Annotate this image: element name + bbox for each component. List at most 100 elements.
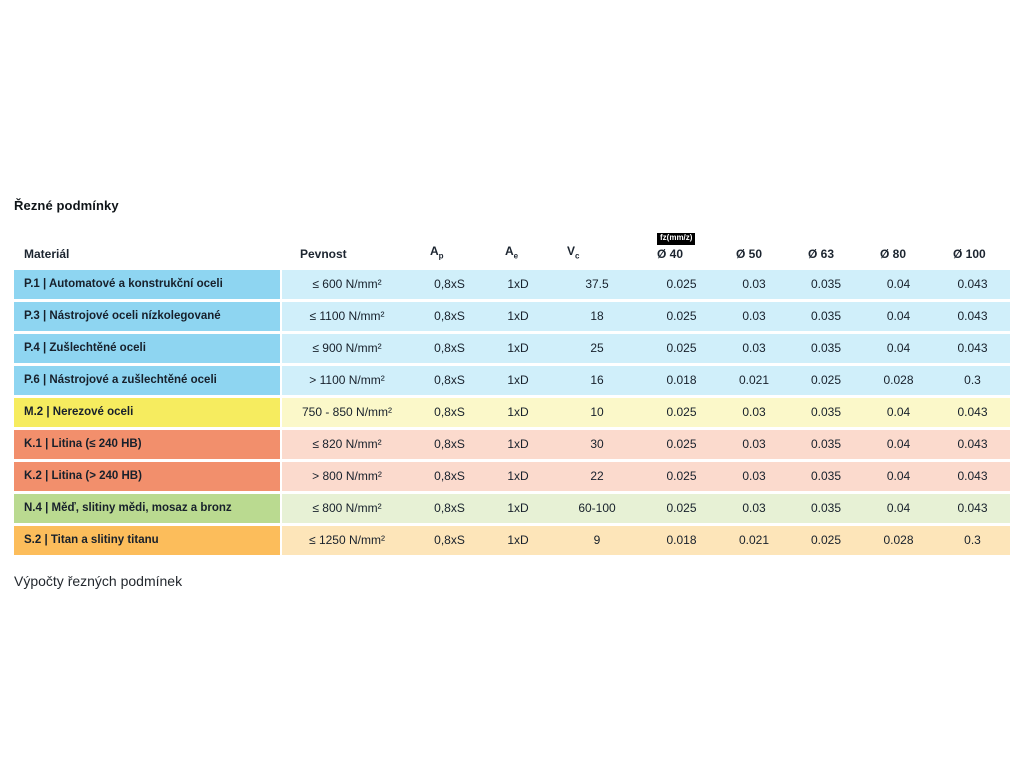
col-header-ae-base: A <box>505 244 514 259</box>
cell-pevnost: ≤ 600 N/mm² <box>282 269 412 299</box>
cell-fz-d40: 0.025 <box>645 301 718 331</box>
cell-fz-d100: 0.3 <box>935 525 1010 555</box>
cell-vc: 16 <box>549 365 645 395</box>
table-row: P.4 | Zušlechtěné oceli ≤ 900 N/mm² 0,8x… <box>14 333 1010 363</box>
table-row: K.2 | Litina (> 240 HB) > 800 N/mm² 0,8x… <box>14 461 1010 491</box>
cell-fz-d100: 0.043 <box>935 269 1010 299</box>
cell-fz-d50: 0.03 <box>718 333 790 363</box>
table-header-row: Materiál Pevnost Ap Ae Vc fz(mm/z) Ø 40 … <box>14 233 1010 270</box>
table-row: P.6 | Nástrojové a zušlechtěné oceli > 1… <box>14 365 1010 395</box>
cell-ae: 1xD <box>487 461 549 491</box>
cell-vc: 37.5 <box>549 269 645 299</box>
col-header-ae: Ae <box>487 244 549 260</box>
col-header-pevnost: Pevnost <box>300 246 347 261</box>
table-row: N.4 | Měď, slitiny mědi, mosaz a bronz ≤… <box>14 493 1010 523</box>
cell-material: P.4 | Zušlechtěné oceli <box>14 333 282 363</box>
cell-fz-d100: 0.3 <box>935 365 1010 395</box>
cell-fz-d40: 0.025 <box>645 429 718 459</box>
cell-ap: 0,8xS <box>412 365 487 395</box>
cell-ae: 1xD <box>487 269 549 299</box>
cell-ap: 0,8xS <box>412 461 487 491</box>
cell-fz-d63: 0.035 <box>790 333 862 363</box>
cell-material: P.1 | Automatové a konstrukční oceli <box>14 269 282 299</box>
cell-vc: 10 <box>549 397 645 427</box>
cell-pevnost: ≤ 1100 N/mm² <box>282 301 412 331</box>
cell-material: K.2 | Litina (> 240 HB) <box>14 461 282 491</box>
cell-fz-d40: 0.025 <box>645 461 718 491</box>
cell-ap: 0,8xS <box>412 333 487 363</box>
cell-material: S.2 | Titan a slitiny titanu <box>14 525 282 555</box>
cell-fz-d40: 0.018 <box>645 365 718 395</box>
cell-fz-d80: 0.04 <box>862 493 935 523</box>
cell-fz-d50: 0.03 <box>718 493 790 523</box>
cell-fz-d63: 0.035 <box>790 269 862 299</box>
cell-ae: 1xD <box>487 525 549 555</box>
cell-ap: 0,8xS <box>412 525 487 555</box>
page: Řezné podmínky Materiál Pevnost Ap Ae Vc… <box>14 198 1010 589</box>
cell-material: N.4 | Měď, slitiny mědi, mosaz a bronz <box>14 493 282 523</box>
page-title: Řezné podmínky <box>14 198 119 213</box>
cell-vc: 9 <box>549 525 645 555</box>
cell-fz-d50: 0.03 <box>718 461 790 491</box>
cell-ap: 0,8xS <box>412 429 487 459</box>
col-header-ap: Ap <box>412 244 487 260</box>
cell-fz-d50: 0.021 <box>718 525 790 555</box>
table-row: M.2 | Nerezové oceli 750 - 850 N/mm² 0,8… <box>14 397 1010 427</box>
section-heading-calculations: Výpočty řezných podmínek <box>14 572 183 589</box>
cell-fz-d100: 0.043 <box>935 493 1010 523</box>
col-header-vc-base: V <box>567 244 576 259</box>
col-header-vc-sub: c <box>575 251 580 261</box>
table-row: P.3 | Nástrojové oceli nízkolegované ≤ 1… <box>14 301 1010 331</box>
cell-fz-d80: 0.04 <box>862 397 935 427</box>
cell-vc: 25 <box>549 333 645 363</box>
cell-ae: 1xD <box>487 397 549 427</box>
cell-pevnost: ≤ 900 N/mm² <box>282 333 412 363</box>
cell-fz-d40: 0.025 <box>645 269 718 299</box>
cell-ae: 1xD <box>487 333 549 363</box>
table-row: P.1 | Automatové a konstrukční oceli ≤ 6… <box>14 269 1010 299</box>
cell-ae: 1xD <box>487 429 549 459</box>
col-header-ap-sub: p <box>438 251 444 261</box>
col-header-d63: Ø 63 <box>808 246 835 261</box>
cell-ae: 1xD <box>487 493 549 523</box>
cell-ap: 0,8xS <box>412 493 487 523</box>
cell-ap: 0,8xS <box>412 269 487 299</box>
cell-fz-d80: 0.028 <box>862 365 935 395</box>
cell-fz-d40: 0.025 <box>645 493 718 523</box>
col-header-vc: Vc <box>549 244 645 260</box>
cell-fz-d40: 0.025 <box>645 333 718 363</box>
cell-material: M.2 | Nerezové oceli <box>14 397 282 427</box>
cell-fz-d40: 0.025 <box>645 397 718 427</box>
cell-fz-d80: 0.04 <box>862 301 935 331</box>
cell-fz-d100: 0.043 <box>935 301 1010 331</box>
cell-ap: 0,8xS <box>412 397 487 427</box>
cell-fz-d40: 0.018 <box>645 525 718 555</box>
col-header-ap-base: A <box>430 244 439 259</box>
cell-material: K.1 | Litina (≤ 240 HB) <box>14 429 282 459</box>
cell-fz-d50: 0.03 <box>718 269 790 299</box>
cell-pevnost: ≤ 820 N/mm² <box>282 429 412 459</box>
cell-pevnost: ≤ 1250 N/mm² <box>282 525 412 555</box>
cell-fz-d100: 0.043 <box>935 461 1010 491</box>
cell-pevnost: > 1100 N/mm² <box>282 365 412 395</box>
cell-fz-d63: 0.035 <box>790 429 862 459</box>
cell-vc: 18 <box>549 301 645 331</box>
cell-fz-d50: 0.021 <box>718 365 790 395</box>
cell-vc: 22 <box>549 461 645 491</box>
cell-fz-d50: 0.03 <box>718 429 790 459</box>
cell-pevnost: > 800 N/mm² <box>282 461 412 491</box>
cell-fz-d63: 0.035 <box>790 397 862 427</box>
cell-pevnost: 750 - 850 N/mm² <box>282 397 412 427</box>
table-row: K.1 | Litina (≤ 240 HB) ≤ 820 N/mm² 0,8x… <box>14 429 1010 459</box>
col-header-d80: Ø 80 <box>880 246 907 261</box>
col-header-d40-label: Ø 40 <box>657 246 684 261</box>
cell-fz-d100: 0.043 <box>935 397 1010 427</box>
cell-fz-d80: 0.04 <box>862 429 935 459</box>
cell-fz-d100: 0.043 <box>935 333 1010 363</box>
col-header-d50: Ø 50 <box>736 246 763 261</box>
table-row: S.2 | Titan a slitiny titanu ≤ 1250 N/mm… <box>14 525 1010 555</box>
col-header-d40: fz(mm/z) Ø 40 <box>645 233 718 261</box>
cell-fz-d63: 0.035 <box>790 461 862 491</box>
cell-fz-d63: 0.035 <box>790 301 862 331</box>
cell-fz-d80: 0.04 <box>862 333 935 363</box>
